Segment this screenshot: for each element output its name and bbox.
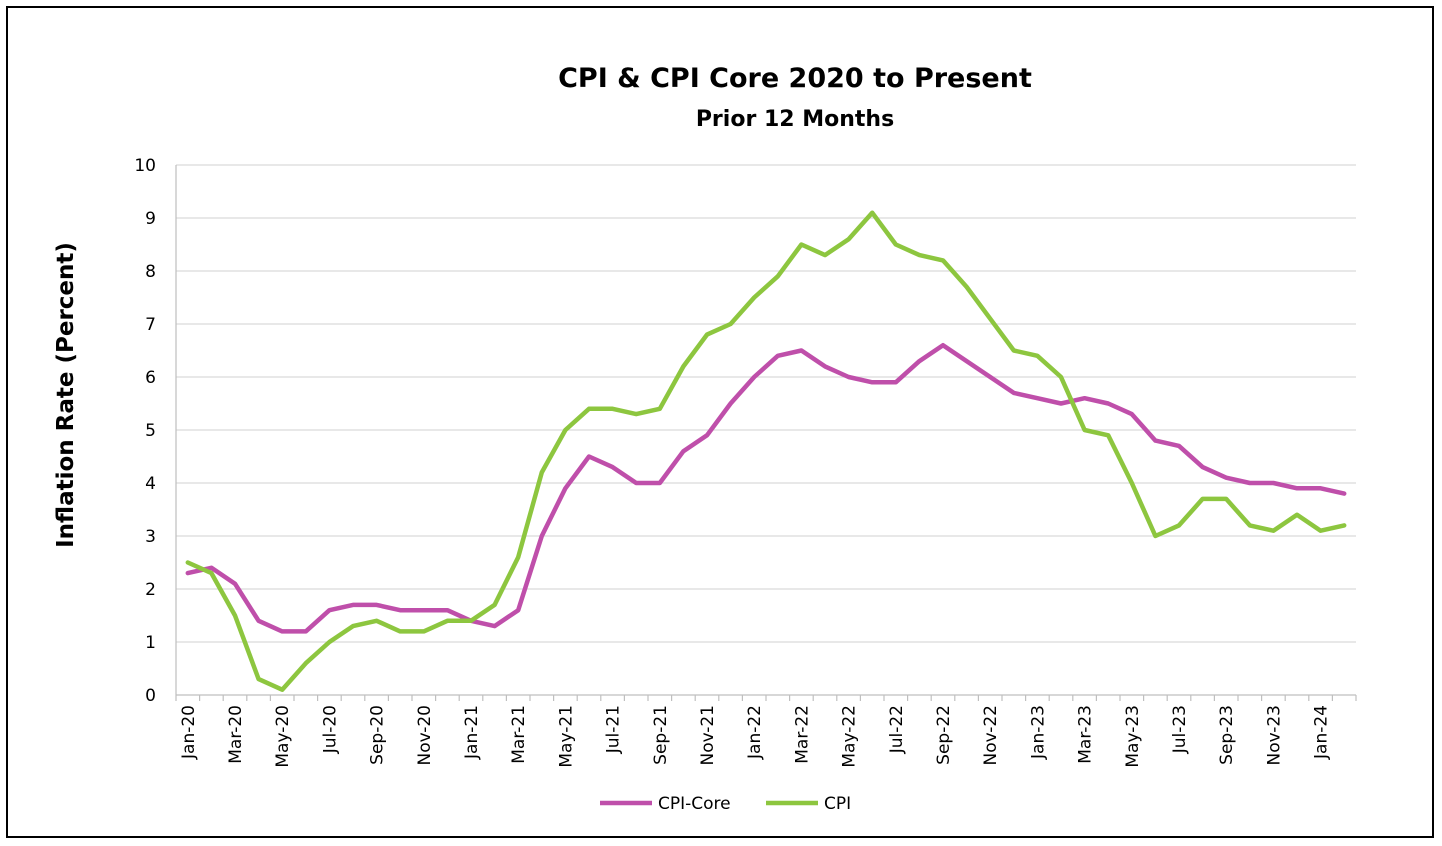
series-lines (185, 210, 1347, 692)
chart-subtitle: Prior 12 Months (696, 107, 894, 132)
x-tick-label: Sep-22 (934, 705, 954, 765)
y-tick-label: 3 (145, 527, 156, 547)
x-tick-label: Jul-23 (1170, 705, 1190, 754)
x-tick-label: Nov-22 (981, 705, 1001, 766)
x-tick-label: Jan-21 (462, 705, 482, 760)
x-tick-label: Mar-22 (792, 705, 812, 764)
y-axis-label: Inflation Rate (Percent) (53, 242, 79, 548)
x-axis-ticks: Jan-20 Mar-20 May-20 Jul-20 Sep-20 Nov-20 Jan-… (175, 695, 1357, 768)
x-tick-label: Jan-22 (745, 705, 765, 760)
y-axis-ticks: 0 1 2 3 4 5 6 7 8 9 10 (134, 156, 156, 706)
y-tick-label: 8 (145, 262, 156, 282)
x-tick-label: Sep-20 (368, 705, 388, 765)
chart-title: CPI & CPI Core 2020 to Present (558, 63, 1032, 94)
x-tick-label: May-23 (1123, 705, 1143, 768)
y-tick-label: 6 (145, 368, 156, 388)
x-tick-label: Jul-21 (604, 705, 624, 754)
x-tick-label: Nov-20 (415, 705, 435, 766)
x-tick-label: Mar-23 (1076, 705, 1096, 764)
x-tick-label: May-22 (840, 705, 860, 768)
legend-label: CPI-Core (658, 794, 731, 814)
y-tick-label: 10 (134, 156, 156, 176)
y-tick-label: 0 (145, 686, 156, 706)
y-tick-label: 2 (145, 580, 156, 600)
x-tick-label: Nov-23 (1264, 705, 1284, 766)
x-tick-label: Jul-20 (320, 705, 340, 754)
x-tick-label: May-21 (556, 705, 576, 768)
x-tick-label: May-20 (273, 705, 293, 768)
series-line-cpi-core (185, 342, 1347, 634)
legend-label: CPI (824, 794, 851, 814)
chart-frame (6, 6, 1434, 838)
x-tick-label: Sep-21 (651, 705, 671, 765)
x-tick-label: Jan-23 (1028, 705, 1048, 760)
y-tick-label: 1 (145, 633, 156, 653)
x-tick-label: Sep-23 (1217, 705, 1237, 765)
x-tick-label: Jan-24 (1312, 705, 1332, 760)
x-tick-label: Mar-21 (509, 705, 529, 764)
x-tick-label: Jul-22 (887, 705, 907, 754)
y-tick-label: 9 (145, 209, 156, 229)
x-tick-label: Nov-21 (698, 705, 718, 766)
x-tick-label: Jan-20 (179, 705, 199, 760)
gridlines (176, 164, 1356, 643)
y-tick-label: 7 (145, 315, 156, 335)
y-tick-label: 5 (145, 421, 156, 441)
y-tick-label: 4 (145, 474, 156, 494)
x-tick-label: Mar-20 (226, 705, 246, 764)
legend: CPI-Core CPI (600, 794, 851, 814)
series-line-cpi (185, 210, 1347, 692)
